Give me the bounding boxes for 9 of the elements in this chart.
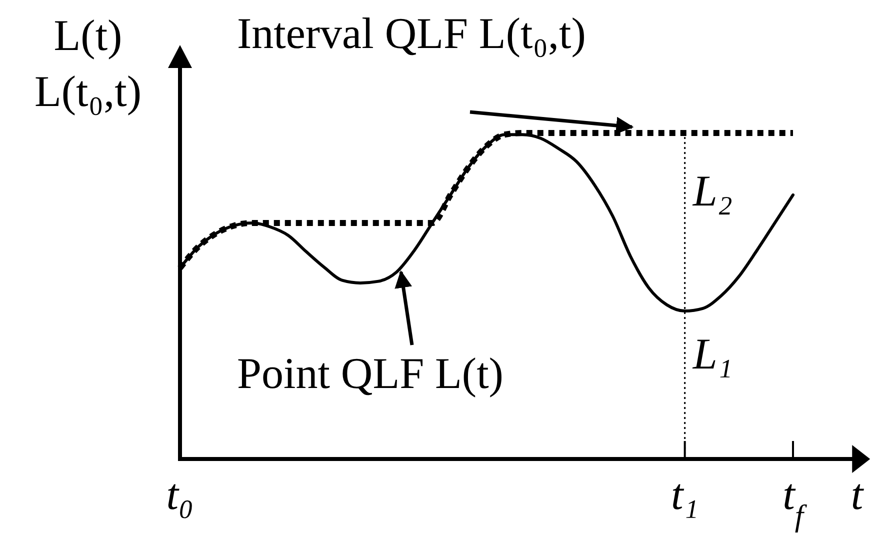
- x-axis-title: t: [850, 470, 865, 519]
- annotation: L₂: [692, 166, 733, 216]
- text: Interval QLF L(t₀,t): [237, 9, 586, 58]
- x-tick-label: t₀: [166, 470, 194, 519]
- x-tick-label: t$_{f}$: [782, 470, 808, 533]
- y-axis-title: L(t) L(t₀,t): [34, 11, 142, 116]
- annotation: Point QLF L(t): [237, 349, 504, 398]
- annotation: L₁: [692, 330, 733, 379]
- x-tick-label: t₁: [671, 470, 699, 519]
